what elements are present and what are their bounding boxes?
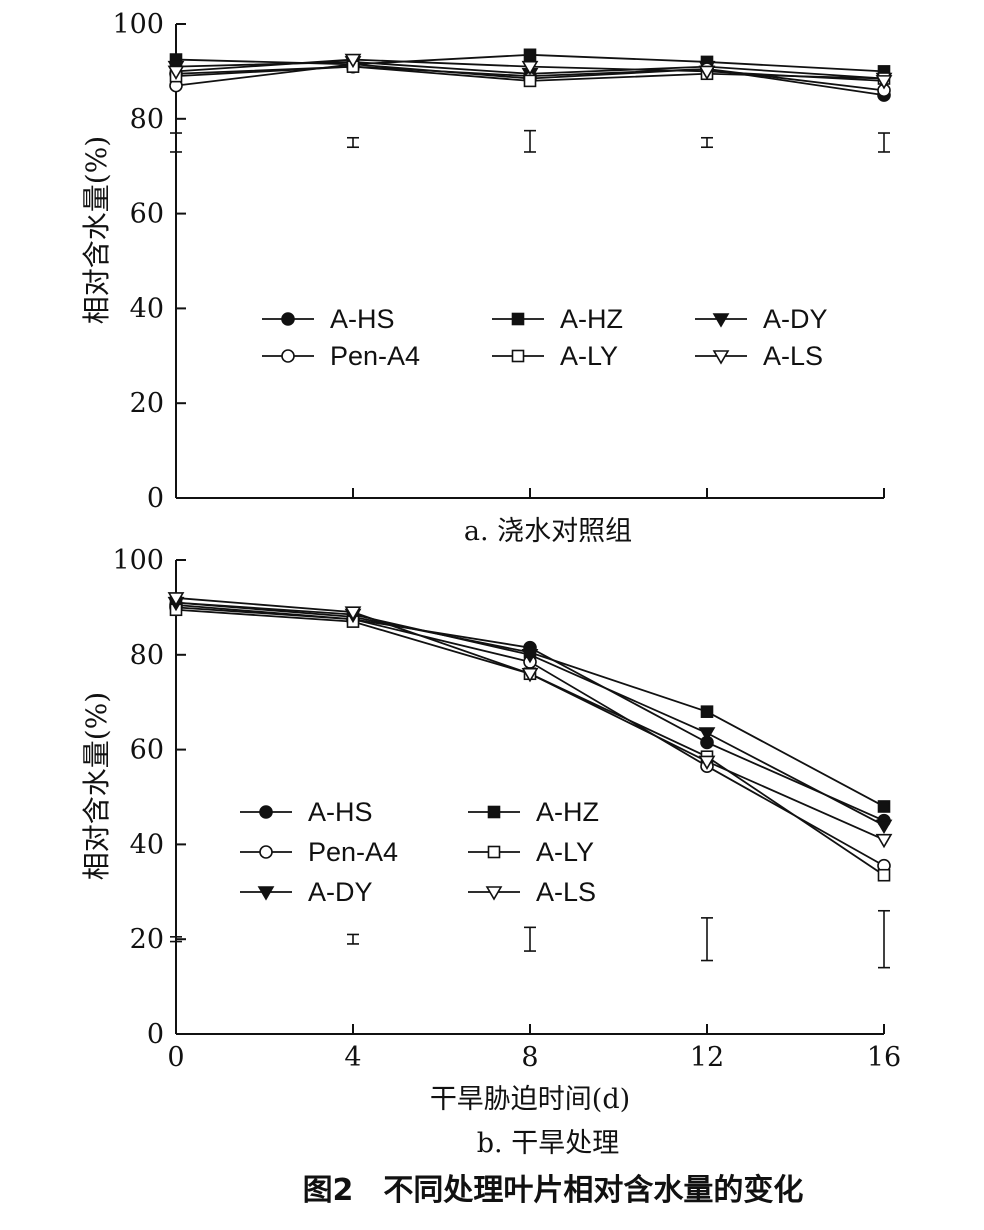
data-point-a-dy — [521, 648, 539, 664]
data-point-a-hz — [523, 48, 537, 62]
y-tick-label: 60 — [130, 735, 164, 766]
legend-label: A-DY — [308, 877, 373, 907]
x-tick-label: 0 — [167, 1042, 184, 1073]
y-tick-label: 60 — [130, 199, 164, 230]
data-point-a-dy — [698, 727, 716, 742]
legend-label: A-LS — [536, 877, 596, 907]
data-point-a-ls — [344, 53, 362, 69]
data-point-a-ls — [521, 667, 539, 683]
data-point-a-dy — [875, 819, 893, 835]
series-line-a-hz — [175, 601, 885, 808]
y-tick-label: 100 — [112, 545, 164, 576]
legend-label: A-LY — [536, 837, 594, 867]
y-axis-label: 相对含水量(%) — [80, 136, 113, 324]
legend-label: A-HS — [308, 797, 373, 827]
data-point-a-ly — [523, 74, 537, 88]
legend-item: A-LY — [468, 837, 594, 867]
error-bar — [524, 926, 536, 952]
legend-label: A-DY — [763, 304, 828, 334]
data-point-a-ly — [877, 868, 891, 882]
chart-panel-b: 0 20 40 60 80 100 0 4 8 12 16 相对含水量(%) 干旱胁迫时间(d) b. 干… — [80, 545, 901, 1159]
panel-subtitle: b. 干旱处理 — [477, 1128, 619, 1159]
data-point-a-hz — [700, 705, 714, 718]
error-bar — [347, 933, 359, 945]
legend-item: A-LY — [492, 341, 618, 371]
x-tick-label: 8 — [521, 1042, 538, 1073]
legend-label: A-HZ — [536, 797, 599, 827]
data-point-a-hz — [877, 800, 891, 813]
panel-subtitle: a. 浇水对照组 — [464, 516, 632, 547]
legend-marker — [511, 312, 525, 326]
legend-marker — [257, 886, 275, 901]
legend-label: A-HS — [330, 304, 395, 334]
y-tick-label: 80 — [130, 640, 164, 671]
data-point-a-ls — [167, 592, 185, 607]
y-tick-label: 40 — [130, 829, 164, 860]
error-bar — [878, 909, 890, 969]
legend-item: A-LS — [695, 341, 823, 371]
x-tick-label: 12 — [690, 1042, 724, 1073]
data-point-a-ls — [344, 606, 362, 621]
figure-caption: 图2 不同处理叶片相对含水量的变化 — [303, 1173, 804, 1208]
legend-marker — [485, 886, 503, 901]
legend-item: A-DY — [695, 304, 828, 334]
x-tick-label: 16 — [867, 1042, 901, 1073]
legend-marker — [487, 805, 501, 819]
y-tick-label: 20 — [130, 388, 164, 419]
y-tick-label: 20 — [130, 924, 164, 955]
data-point-a-ls — [167, 65, 185, 80]
legend-marker — [712, 313, 730, 328]
y-tick-label: 0 — [147, 483, 164, 514]
legend-label: Pen-A4 — [308, 837, 398, 867]
legend-item: A-HZ — [492, 304, 623, 334]
legend-label: Pen-A4 — [330, 341, 420, 371]
y-axis-label: 相对含水量(%) — [80, 692, 113, 880]
legend-marker — [259, 805, 273, 819]
series-line-a-hs — [175, 604, 885, 822]
data-point-a-ls — [698, 65, 716, 80]
x-tick-label: 4 — [344, 1042, 361, 1073]
legend-label: A-LY — [560, 341, 618, 371]
data-point-a-ls — [521, 60, 539, 76]
legend-marker — [487, 845, 501, 859]
error-bar — [524, 129, 536, 153]
error-bar — [170, 132, 182, 153]
data-point-a-ls — [875, 833, 893, 849]
legend-item: A-DY — [240, 877, 373, 907]
legend: A-HS A-HZ Pen-A4 A-LY A-DY A-LS — [240, 797, 599, 907]
chart-panel-a: 0 20 40 60 80 100 相对含水量(%) a. 浇水对照组 A-HS A-HZ A-DY… — [80, 9, 893, 547]
error-bar — [878, 132, 890, 153]
legend-item: A-LS — [468, 877, 596, 907]
error-bar — [347, 136, 359, 149]
data-point-a-ls — [698, 755, 716, 771]
legend-label: A-LS — [763, 341, 823, 371]
data-point-a-ls — [875, 75, 893, 90]
error-bar — [170, 936, 182, 943]
legend-marker — [281, 349, 295, 363]
legend-item: A-HS — [262, 304, 395, 334]
legend-item: Pen-A4 — [240, 837, 398, 867]
legend-marker — [281, 312, 295, 326]
legend-item: Pen-A4 — [262, 341, 420, 371]
y-tick-label: 40 — [130, 293, 164, 324]
error-bar — [701, 136, 713, 149]
legend: A-HS A-HZ A-DY Pen-A4 A-LY A-LS — [262, 304, 828, 371]
legend-marker — [511, 349, 525, 363]
y-tick-label: 0 — [147, 1019, 164, 1050]
y-tick-label: 80 — [130, 104, 164, 135]
error-bar — [701, 917, 713, 962]
legend-item: A-HS — [240, 797, 373, 827]
legend-label: A-HZ — [560, 304, 623, 334]
legend-item: A-HZ — [468, 797, 599, 827]
x-axis-label: 干旱胁迫时间(d) — [430, 1084, 630, 1115]
y-tick-label: 100 — [112, 9, 164, 40]
legend-marker — [259, 845, 273, 859]
legend-marker — [712, 350, 730, 365]
